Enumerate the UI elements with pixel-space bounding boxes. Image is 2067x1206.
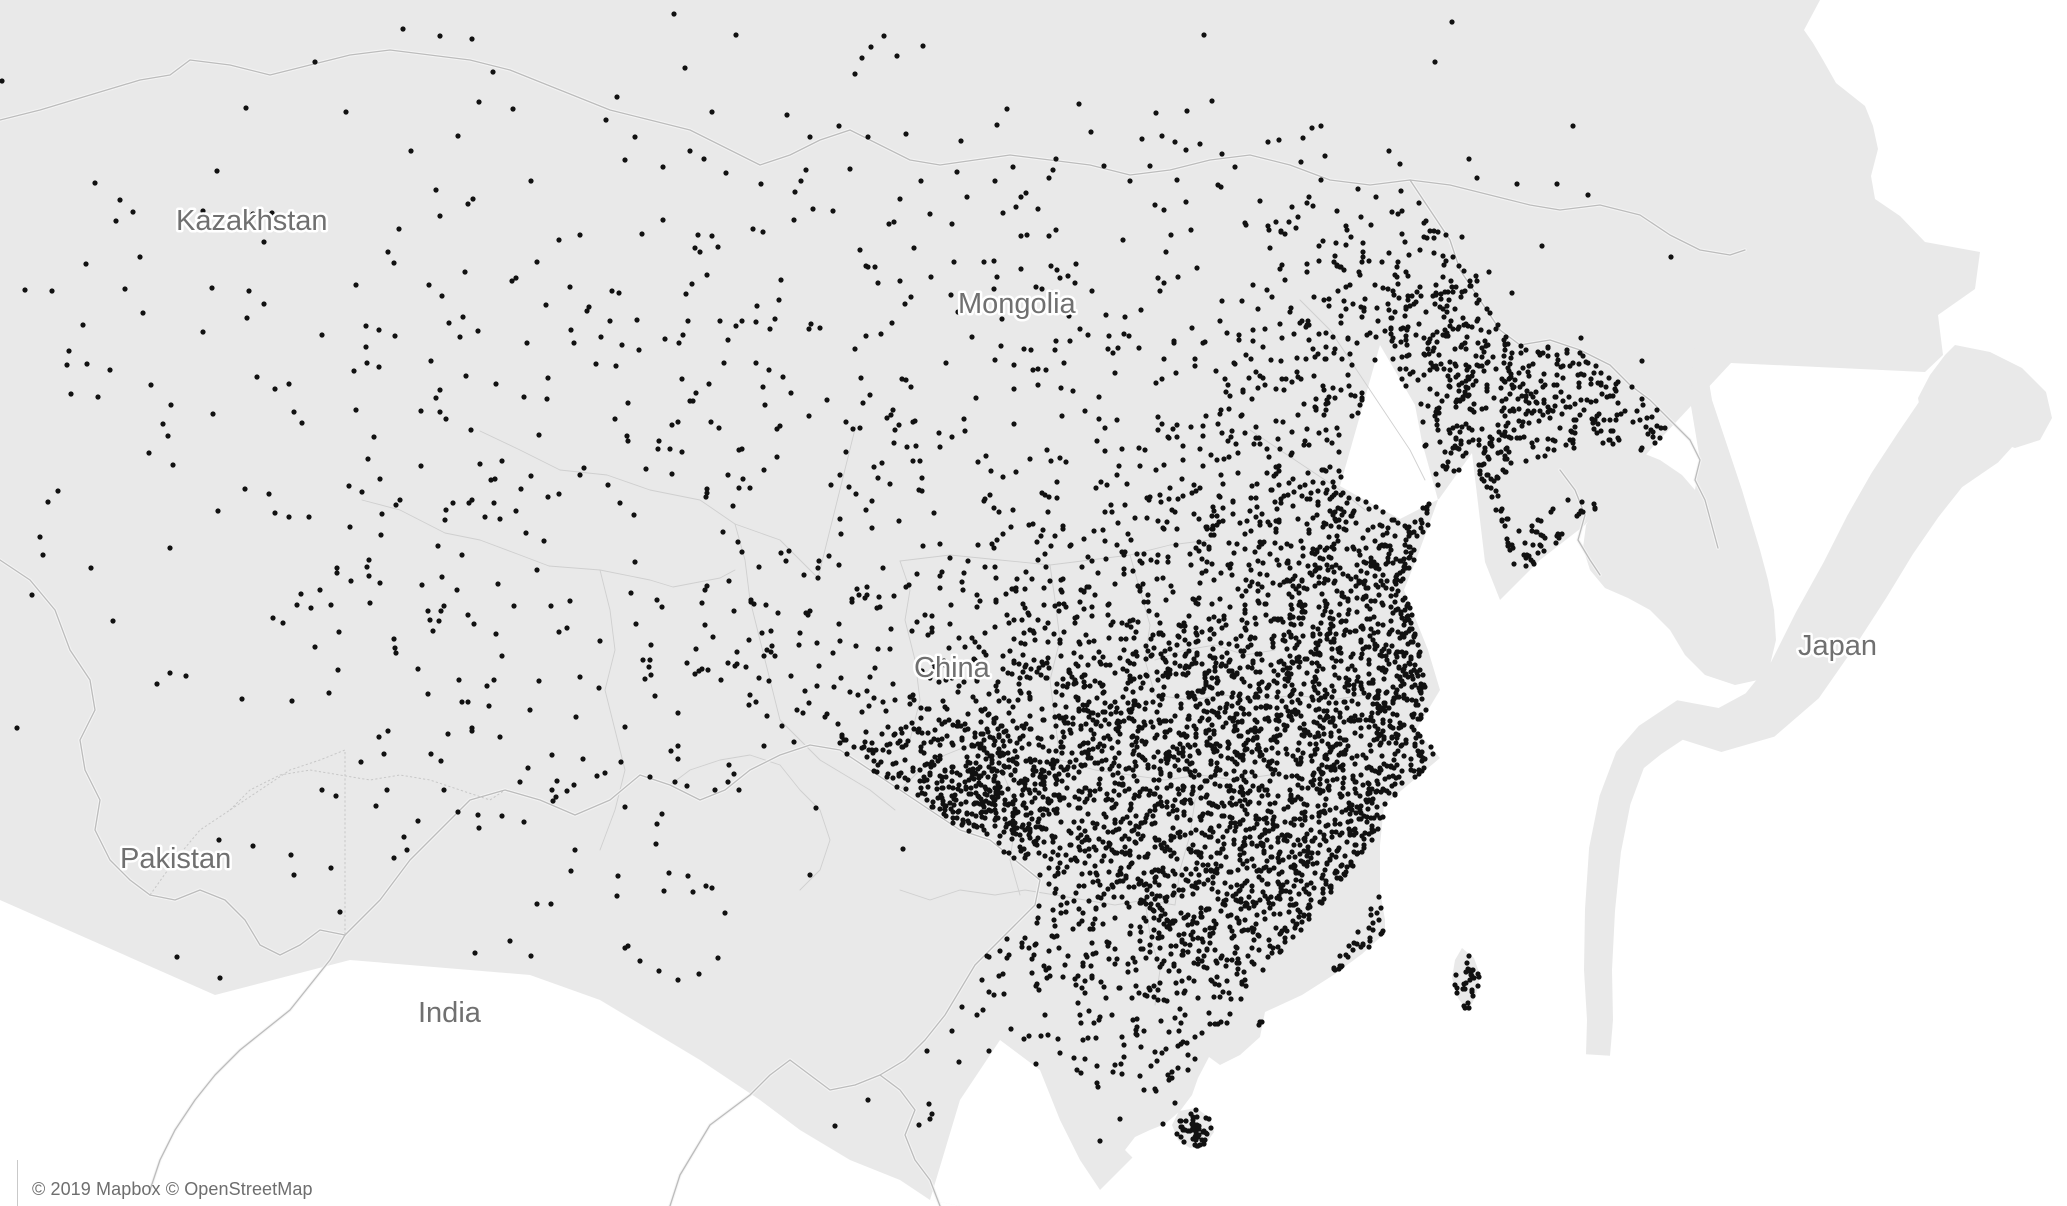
svg-text:Kazakhstan: Kazakhstan (176, 205, 328, 237)
svg-text:India: India (418, 997, 482, 1029)
svg-text:Mongolia: Mongolia (958, 288, 1077, 320)
svg-text:China: China (914, 652, 991, 684)
svg-text:Japan: Japan (1798, 630, 1877, 662)
svg-text:Pakistan: Pakistan (120, 843, 231, 875)
